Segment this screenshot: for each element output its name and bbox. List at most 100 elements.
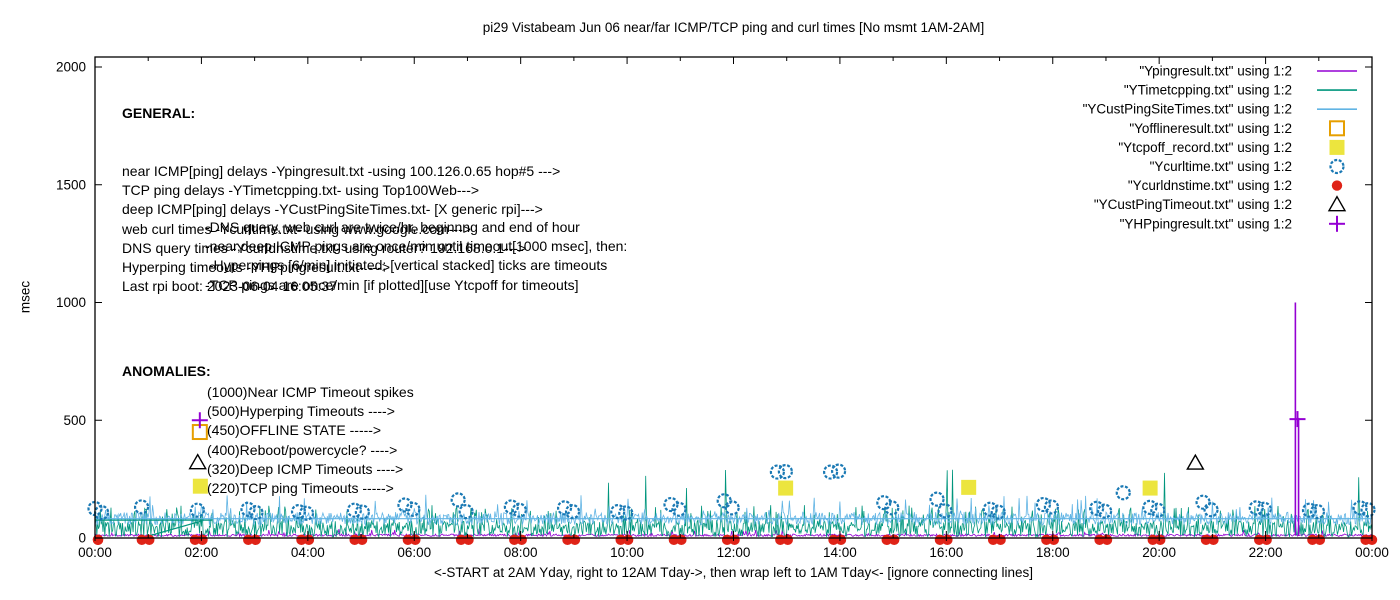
dns-dot-marker	[410, 534, 421, 546]
curl-circle-marker	[1301, 502, 1318, 518]
y-tick-label: 0	[78, 531, 86, 546]
curl-circle-marker	[346, 502, 362, 518]
dns-dot-marker	[615, 534, 626, 546]
curl-circle-marker	[1035, 496, 1052, 513]
curl-circle-marker	[610, 504, 626, 520]
dns-dot-marker	[995, 534, 1006, 546]
dns-dot-marker	[144, 534, 155, 546]
curl-circle-marker	[671, 501, 687, 517]
curl-circle-marker	[982, 501, 998, 517]
dns-dot-marker	[1314, 534, 1326, 546]
curl-circle-marker	[830, 463, 847, 479]
dns-dot-marker	[356, 534, 368, 546]
axes-group: 00:00 02:00 04:00 06:00 08:00 10:00 12:00 14:00…	[56, 56, 1389, 560]
curl-circle-marker	[823, 464, 839, 480]
dns-dot-marker	[775, 534, 786, 546]
dns-dot-marker	[782, 534, 793, 546]
annotation-line: (1000)Near ICMP Timeout spikes	[207, 384, 414, 400]
x-tick-label: 10:00	[610, 545, 644, 560]
x-tick-label: 02:00	[185, 545, 219, 560]
y-tick-label: 1000	[56, 295, 86, 310]
dns-dot-marker	[516, 534, 527, 546]
legend: "Ypingresult.txt" using 1:2 "YTimetcpping…	[1083, 64, 1357, 232]
annotation-line: (400)Reboot/powercycle? ---->	[207, 441, 398, 458]
curl-circle-marker	[876, 495, 892, 511]
dns-dot-marker	[987, 534, 999, 546]
dns-dot-marker	[569, 534, 581, 546]
curl-circle-marker	[769, 464, 785, 480]
curl-circle-marker	[240, 501, 256, 517]
curl-circle-marker	[1256, 501, 1272, 517]
annotation-line: TCP ping delays -YTimetcpping.txt- using…	[122, 182, 480, 199]
annotation-line: -near,deep ICMP pings are once/min until…	[205, 238, 628, 255]
dns-dot-marker	[1307, 534, 1318, 546]
y-tick-label: 500	[63, 413, 86, 428]
curl-circle-marker	[503, 499, 519, 515]
tcp-timeout-square-marker	[961, 479, 977, 495]
curl-circle-marker	[1329, 158, 1345, 175]
dns-dot-marker	[942, 534, 953, 546]
curl-circle-marker	[511, 502, 527, 518]
dns-dot-marker	[402, 534, 414, 546]
curl-circle-marker	[133, 499, 150, 515]
curl-circle-marker	[556, 500, 573, 516]
curl-circle-marker	[1150, 502, 1166, 518]
annotation-line: Last rpi boot: 2023-06-04 16:05:37	[122, 278, 337, 295]
curl-circle-marker	[1360, 502, 1376, 518]
dns-dot-marker	[296, 534, 307, 546]
annotation-line: -TCP pings are once/min [if plotted][use…	[205, 276, 579, 293]
curl-circle-marker	[458, 504, 474, 520]
dns-dot-marker	[197, 534, 208, 546]
curl-circle-marker	[1115, 485, 1131, 501]
curl-circle-marker	[1043, 499, 1060, 515]
notes-annotation-block: -DNS query, web curl are twice/hr, begin…	[205, 218, 627, 295]
annotation-line: -DNS query, web curl are twice/hr, begin…	[205, 219, 580, 235]
x-tick-label: 20:00	[1142, 545, 1176, 560]
annotation-line: Hyperping timeouts -YHPpingresult.txt- -…	[122, 259, 391, 276]
dns-dot-marker	[562, 534, 573, 546]
dns-dot-marker	[1048, 534, 1060, 546]
curl-circle-marker	[564, 504, 581, 520]
curl-circle-marker	[1097, 503, 1113, 519]
dns-dot-marker	[1331, 180, 1343, 191]
tcp-timeout-square-marker	[1329, 139, 1345, 155]
curl-circle-marker	[354, 504, 370, 520]
curl-circle-marker	[405, 501, 421, 517]
connect-line	[148, 520, 202, 537]
curl-circle-marker	[290, 504, 307, 520]
y-tick-label: 2000	[56, 60, 86, 75]
x-tick-label: 06:00	[397, 545, 431, 560]
deep-icmp-triangle-marker	[1327, 195, 1347, 212]
dns-dot-marker	[835, 534, 847, 546]
annotation-line: (500)Hyperping Timeouts ---->	[207, 403, 395, 420]
dns-dot-marker	[676, 534, 687, 546]
x-tick-label: 08:00	[504, 545, 538, 560]
legend-label: "YHPpingresult.txt" using 1:2	[1120, 216, 1292, 231]
dns-dot-marker	[1094, 534, 1105, 546]
legend-label: "YCustPingSiteTimes.txt" using 1:2	[1083, 102, 1292, 117]
legend-label: "Ycurltime.txt" using 1:2	[1150, 159, 1292, 174]
deep-icmp-triangle-marker	[188, 453, 207, 470]
dns-dot-marker	[828, 534, 839, 546]
curl-circle-marker	[663, 496, 679, 513]
dns-dot-marker	[189, 534, 201, 546]
x-tick-label: 14:00	[823, 545, 857, 560]
dns-dot-marker	[1261, 534, 1272, 546]
curl-circle-marker	[724, 500, 740, 516]
dns-dot-marker	[1155, 534, 1166, 546]
x-tick-label: 18:00	[1036, 545, 1070, 560]
y-tick-label: 1500	[56, 177, 86, 192]
dns-dot-marker	[1041, 534, 1052, 546]
deep-icmp-triangle-marker	[1186, 453, 1205, 470]
dns-dot-marker	[934, 534, 946, 546]
dns-dot-marker	[721, 534, 733, 546]
dns-dot-marker	[668, 534, 680, 546]
dns-dot-marker	[881, 534, 892, 546]
curl-circle-marker	[1195, 494, 1211, 510]
dns-dot-marker	[509, 534, 520, 546]
curl-circle-marker	[618, 505, 634, 521]
dns-dot-marker	[622, 534, 634, 546]
annotation-line: near ICMP[ping] delays -Ypingresult.txt …	[122, 163, 561, 180]
dns-dot-marker	[1101, 534, 1113, 546]
